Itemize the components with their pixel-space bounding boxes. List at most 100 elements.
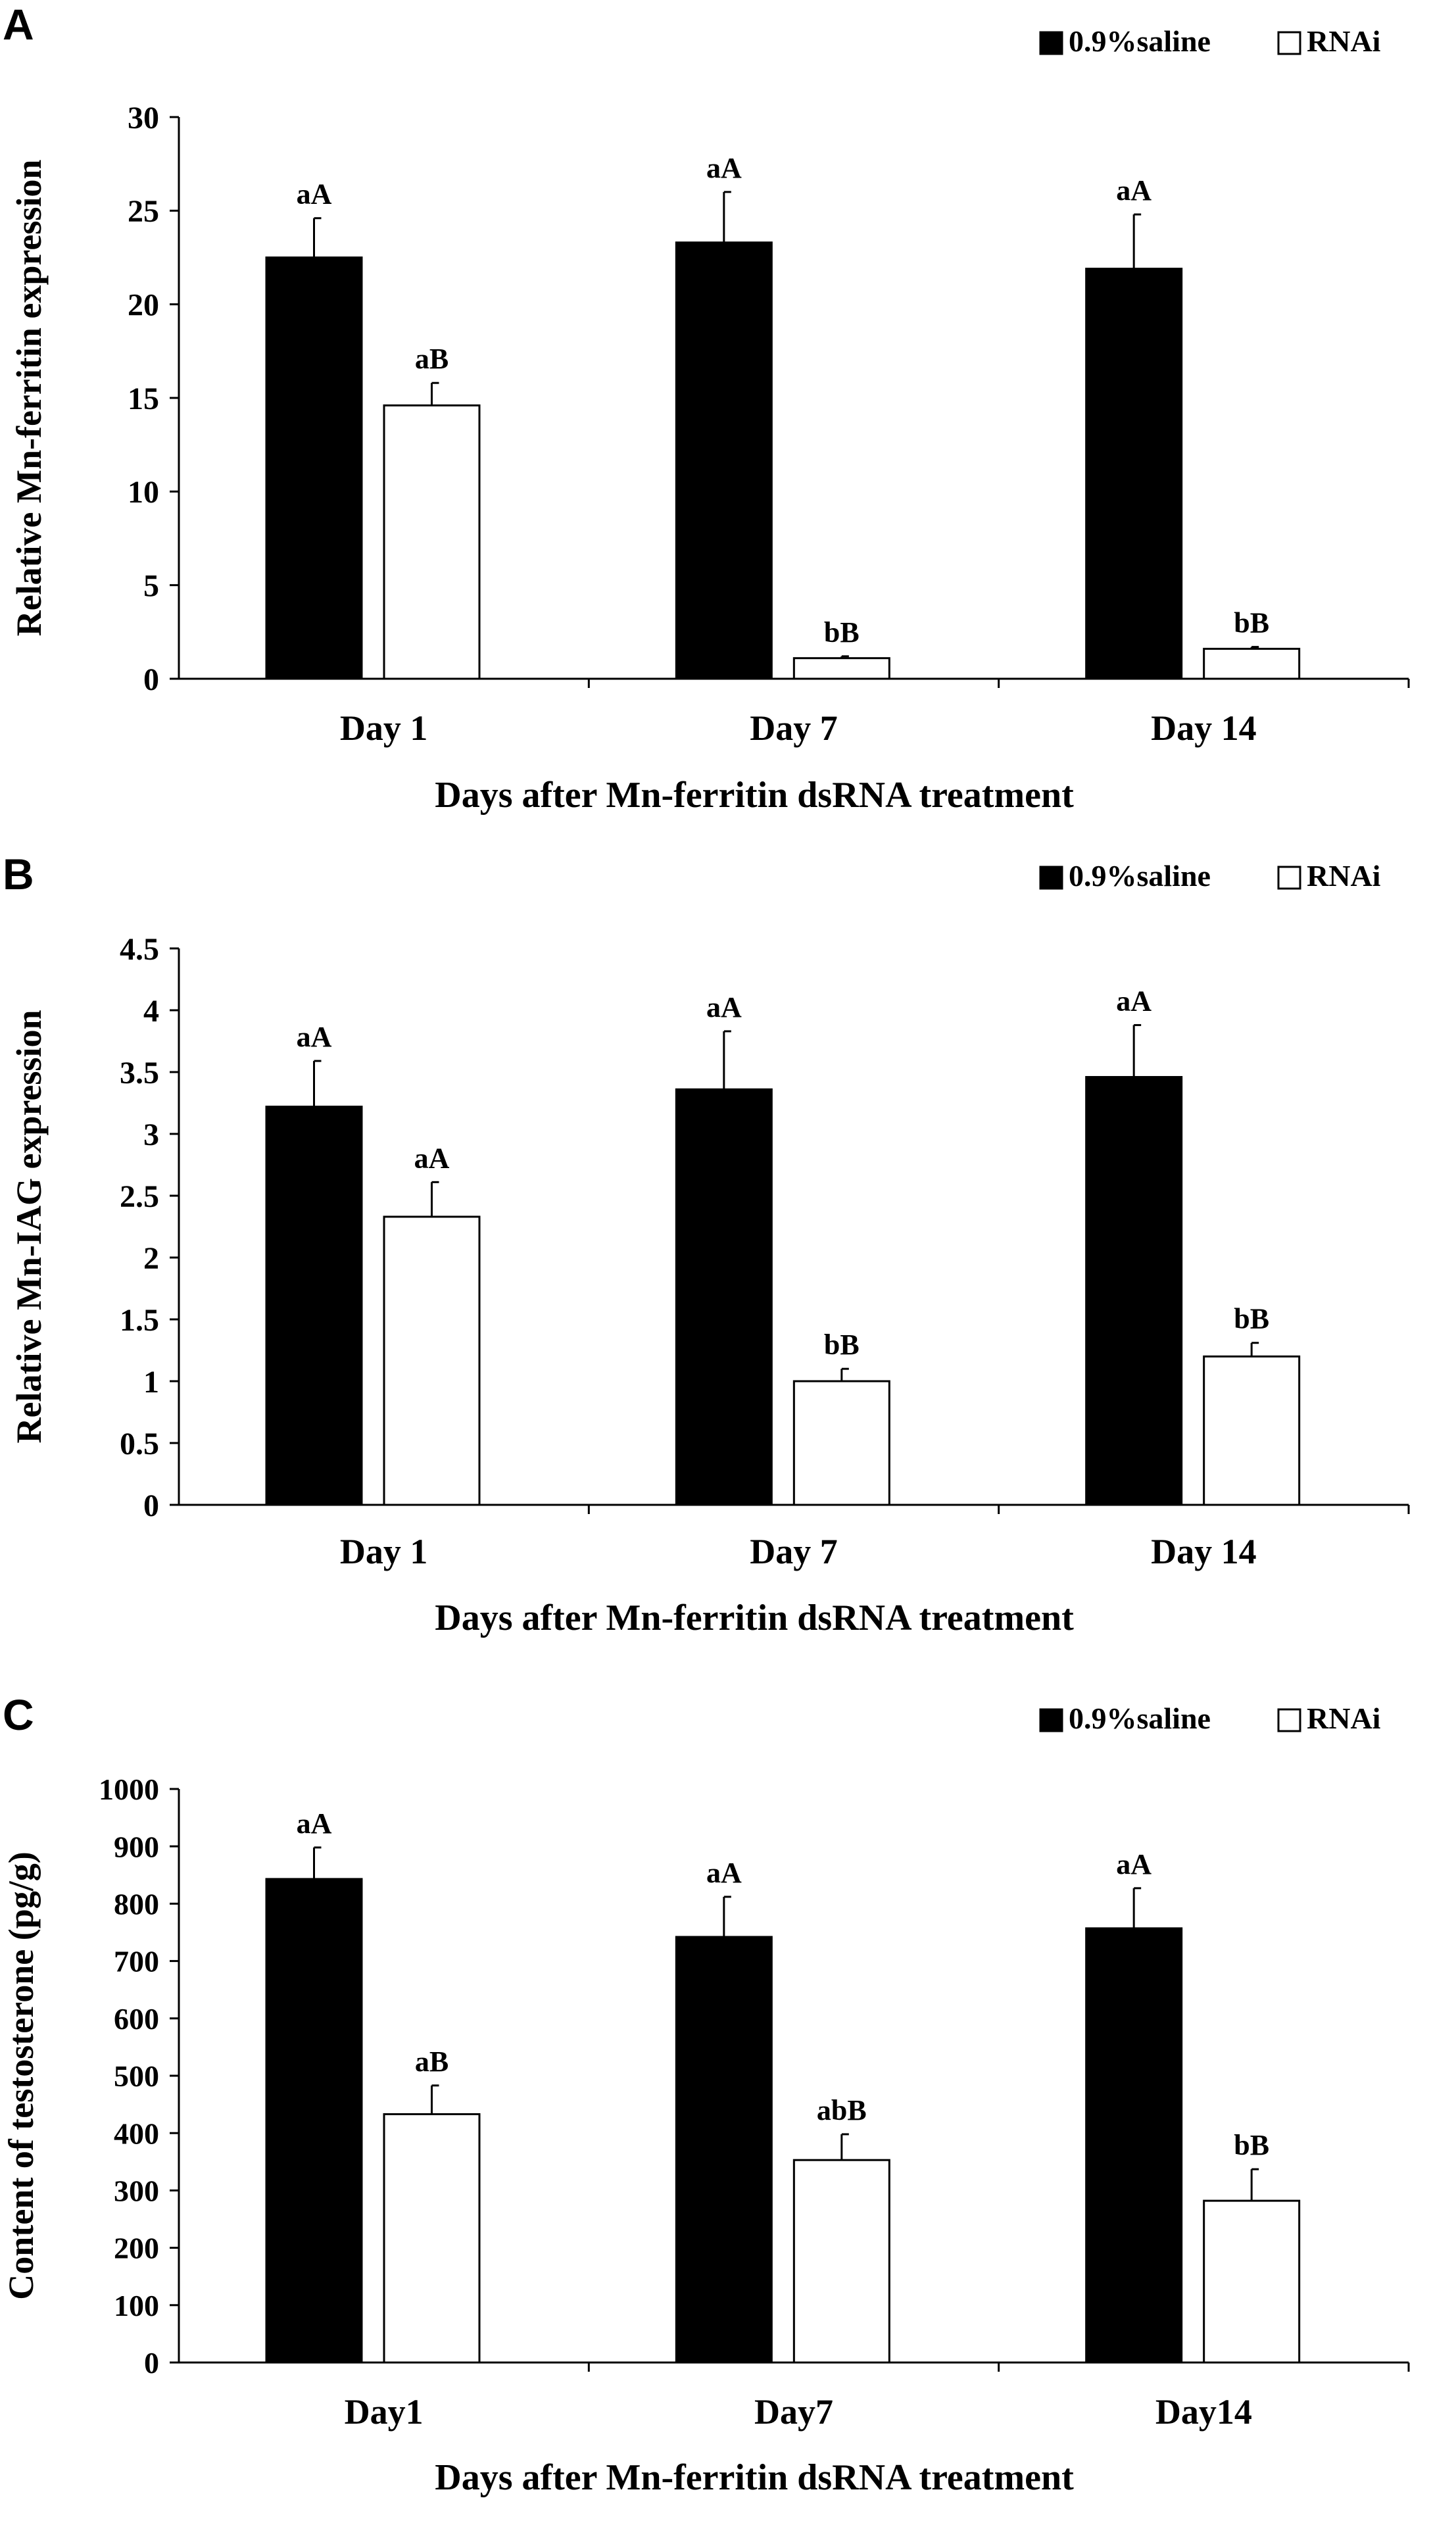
y-tick-label: 1 <box>143 1365 159 1400</box>
x-category-label: Day 7 <box>750 708 838 748</box>
x-category-label: Day 7 <box>750 1532 838 1571</box>
y-tick-label: 0 <box>144 2346 159 2380</box>
y-tick-label: 15 <box>128 381 159 416</box>
significance-label: aA <box>706 152 742 184</box>
y-tick-label: 700 <box>114 1945 159 1978</box>
legend-swatch-rnai <box>1277 31 1301 55</box>
significance-label: bB <box>824 616 860 649</box>
bar-rnai <box>792 657 890 680</box>
y-tick-label: 4 <box>143 994 159 1029</box>
x-category-label: Day1 <box>345 2392 424 2432</box>
legend-swatch-rnai <box>1277 866 1301 890</box>
bar-rnai <box>383 404 481 680</box>
y-tick-label: 3.5 <box>120 1056 159 1090</box>
chart-panel-a: A 0.9%saline RNAi 0 5 10 15 20 25 30 aA aB Day 1 aA bB… <box>3 0 1410 816</box>
significance-label: aB <box>415 343 449 375</box>
legend: 0.9%saline RNAi <box>1039 859 1381 893</box>
legend-label-rnai: RNAi <box>1307 1701 1381 1735</box>
y-tick-label: 800 <box>114 1888 159 1921</box>
legend-swatch-saline <box>1039 866 1063 890</box>
significance-label: aA <box>297 1807 332 1840</box>
bar-saline <box>1085 1927 1183 2364</box>
y-tick-label: 200 <box>114 2232 159 2265</box>
legend-label-saline: 0.9%saline <box>1069 859 1211 893</box>
significance-label: bB <box>1234 1303 1269 1335</box>
y-tick-label: 4.5 <box>120 932 159 967</box>
y-tick-label: 5 <box>143 568 159 603</box>
x-category-label: Day7 <box>754 2392 833 2432</box>
legend-label-saline: 0.9%saline <box>1069 24 1211 58</box>
panel-letter: B <box>3 850 34 898</box>
bar-rnai <box>1203 1355 1301 1506</box>
y-tick-label: 600 <box>114 2002 159 2036</box>
y-tick-label: 0.5 <box>120 1427 159 1461</box>
significance-label: aA <box>414 1142 450 1174</box>
legend: 0.9%saline RNAi <box>1039 24 1381 58</box>
significance-label: aA <box>1116 174 1152 207</box>
significance-label: aA <box>706 991 742 1023</box>
y-tick-label: 900 <box>114 1830 159 1863</box>
bar-rnai <box>792 1380 890 1506</box>
panel-letter: A <box>3 0 34 49</box>
bar-saline <box>265 1878 363 2364</box>
bar-rnai <box>383 2113 481 2364</box>
y-tick-label: 1.5 <box>120 1303 159 1338</box>
legend-label-saline: 0.9%saline <box>1069 1701 1211 1735</box>
significance-label: aA <box>1116 985 1152 1017</box>
x-category-label: Day14 <box>1155 2392 1252 2432</box>
y-tick-label: 3 <box>143 1117 159 1152</box>
y-tick-label: 30 <box>128 101 159 135</box>
y-tick-label: 25 <box>128 194 159 229</box>
y-tick-label: 400 <box>114 2117 159 2150</box>
panel-letter: C <box>3 1690 34 1739</box>
bar-saline <box>675 1936 773 2364</box>
x-category-label: Day 14 <box>1151 1532 1257 1571</box>
y-axis-title: Relative Mn-IAG expression <box>9 1010 49 1444</box>
chart-panel-c: C 0.9%saline RNAi 0 100 200 300 400 500 600 700 800… <box>1 1690 1410 2498</box>
bar-saline <box>675 241 773 680</box>
bar-saline <box>265 257 363 680</box>
legend: 0.9%saline RNAi <box>1039 1701 1381 1735</box>
y-tick-label: 20 <box>128 287 159 322</box>
y-axis-title: Relative Mn-ferritin expression <box>9 160 49 637</box>
legend-swatch-saline <box>1039 1708 1063 1732</box>
legend-swatch-rnai <box>1277 1708 1301 1732</box>
x-axis-title: Days after Mn-ferritin dsRNA treatment <box>435 775 1074 816</box>
x-category-label: Day 1 <box>340 1532 428 1571</box>
chart-panel-b: B 0.9%saline RNAi 0 0.5 1 1.5 2 2.5 3 3.5 4 4.5 aA aA D… <box>3 850 1410 1638</box>
significance-label: bB <box>824 1329 860 1361</box>
significance-label: aA <box>297 178 332 210</box>
y-tick-label: 500 <box>114 2059 159 2093</box>
x-axis-title: Days after Mn-ferritin dsRNA treatment <box>435 2457 1074 2498</box>
y-axis-title: Content of testosterone (pg/g) <box>1 1851 41 2299</box>
significance-label: aA <box>706 1857 742 1889</box>
x-category-label: Day 1 <box>340 708 428 748</box>
y-tick-label: 10 <box>128 475 159 510</box>
y-tick-label: 100 <box>114 2289 159 2322</box>
bar-rnai <box>1203 2199 1301 2364</box>
bar-rnai <box>792 2159 890 2364</box>
bar-saline <box>265 1106 363 1506</box>
y-tick-label: 2.5 <box>120 1179 159 1214</box>
bar-saline <box>1085 1076 1183 1506</box>
y-tick-label: 300 <box>114 2174 159 2208</box>
significance-label: bB <box>1234 2129 1269 2161</box>
legend-label-rnai: RNAi <box>1307 24 1381 58</box>
bar-rnai <box>1203 647 1301 680</box>
significance-label: bB <box>1234 607 1269 639</box>
significance-label: aA <box>297 1021 332 1053</box>
y-tick-label: 1000 <box>99 1773 159 1806</box>
legend-swatch-saline <box>1039 31 1063 55</box>
y-tick-label: 0 <box>143 1488 159 1523</box>
significance-label: abB <box>817 2094 867 2126</box>
y-tick-label: 2 <box>143 1241 159 1276</box>
bar-rnai <box>383 1215 481 1506</box>
x-axis-title: Days after Mn-ferritin dsRNA treatment <box>435 1598 1074 1638</box>
bar-saline <box>1085 268 1183 680</box>
bar-saline <box>675 1088 773 1506</box>
legend-label-rnai: RNAi <box>1307 859 1381 893</box>
y-tick-label: 0 <box>143 662 159 697</box>
x-category-label: Day 14 <box>1151 708 1257 748</box>
significance-label: aB <box>415 2045 449 2078</box>
